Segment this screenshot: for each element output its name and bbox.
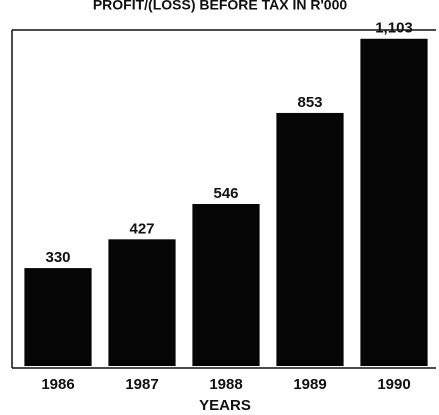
data-label: 853 bbox=[297, 94, 322, 111]
bar bbox=[360, 38, 428, 366]
bar bbox=[24, 268, 92, 366]
x-tick-label: 1986 bbox=[41, 376, 74, 393]
x-tick-label: 1989 bbox=[293, 376, 326, 393]
data-label: 330 bbox=[45, 249, 70, 266]
x-tick-label: 1987 bbox=[125, 376, 158, 393]
x-axis-label: YEARS bbox=[199, 397, 251, 414]
data-label: 546 bbox=[213, 185, 238, 202]
x-tick-label: 1988 bbox=[209, 376, 242, 393]
x-tick-label: 1990 bbox=[377, 376, 410, 393]
data-label: 1,103 bbox=[375, 20, 413, 37]
bar bbox=[108, 239, 176, 366]
bar bbox=[276, 112, 344, 367]
data-label: 427 bbox=[129, 220, 154, 237]
bar bbox=[192, 204, 260, 366]
chart-title: PROFIT/(LOSS) BEFORE TAX IN R'000 bbox=[93, 0, 348, 13]
